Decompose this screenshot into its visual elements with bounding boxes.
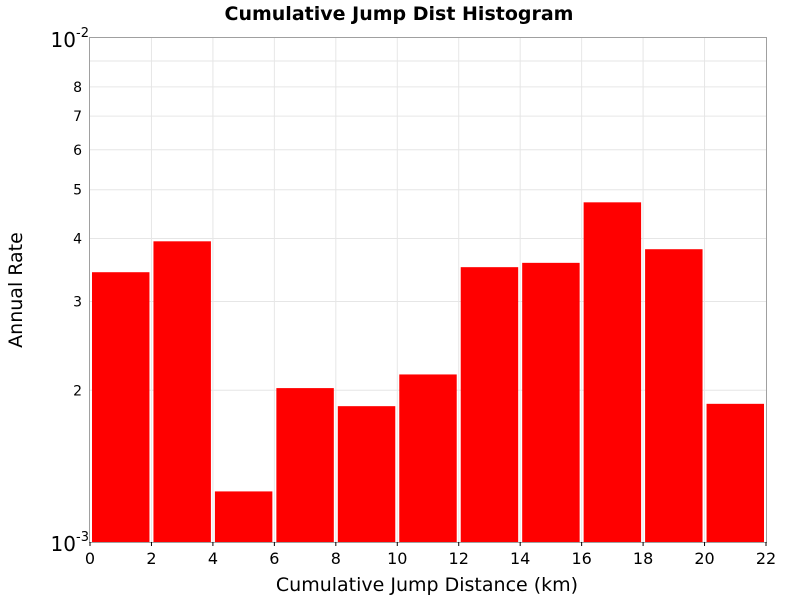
chart-title: Cumulative Jump Dist Histogram	[225, 3, 574, 25]
x-tick-label: 2	[146, 549, 156, 568]
bars	[92, 202, 764, 542]
y-decade-exponent: -3	[76, 530, 89, 545]
x-tick-label: 16	[571, 549, 591, 568]
y-decade-exponent: -2	[76, 26, 89, 41]
bar	[399, 374, 457, 542]
bar	[276, 388, 334, 542]
y-tick-label: 7	[73, 109, 82, 125]
x-tick-label: 4	[208, 549, 218, 568]
bar	[337, 406, 396, 542]
bar	[214, 491, 273, 542]
bar	[583, 202, 642, 542]
x-tick-label: 6	[269, 549, 279, 568]
bar	[92, 272, 150, 542]
x-tick-label: 14	[510, 549, 530, 568]
x-tick-label: 20	[694, 549, 714, 568]
bar	[522, 262, 580, 542]
y-tick-label: 8	[73, 80, 82, 96]
y-axis-label: Annual Rate	[5, 232, 27, 348]
bar	[460, 267, 519, 542]
y-tick-label: 5	[73, 183, 82, 199]
y-tick-label: 3	[73, 295, 82, 311]
y-tick-label: 6	[73, 143, 82, 159]
y-tick-label: 2	[73, 383, 82, 399]
y-tick-label: 4	[73, 232, 82, 248]
y-decade-label: 10	[51, 28, 76, 52]
x-tick-label: 12	[449, 549, 469, 568]
y-decade-label: 10	[51, 532, 76, 556]
x-tick-label: 22	[756, 549, 776, 568]
x-tick-label: 0	[85, 549, 95, 568]
bar	[153, 241, 211, 542]
grid	[90, 38, 766, 542]
x-axis-label: Cumulative Jump Distance (km)	[276, 574, 578, 596]
bar	[706, 403, 764, 542]
x-tick-label: 10	[387, 549, 407, 568]
x-axis-ticks: 0 2 4 6 8 10 12 14 16 18 20 22	[85, 542, 776, 568]
x-tick-label: 8	[331, 549, 341, 568]
x-tick-label: 18	[633, 549, 653, 568]
bar	[645, 249, 703, 542]
